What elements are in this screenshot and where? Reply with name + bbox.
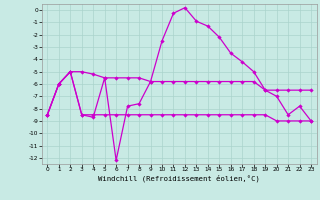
X-axis label: Windchill (Refroidissement éolien,°C): Windchill (Refroidissement éolien,°C) bbox=[98, 175, 260, 182]
